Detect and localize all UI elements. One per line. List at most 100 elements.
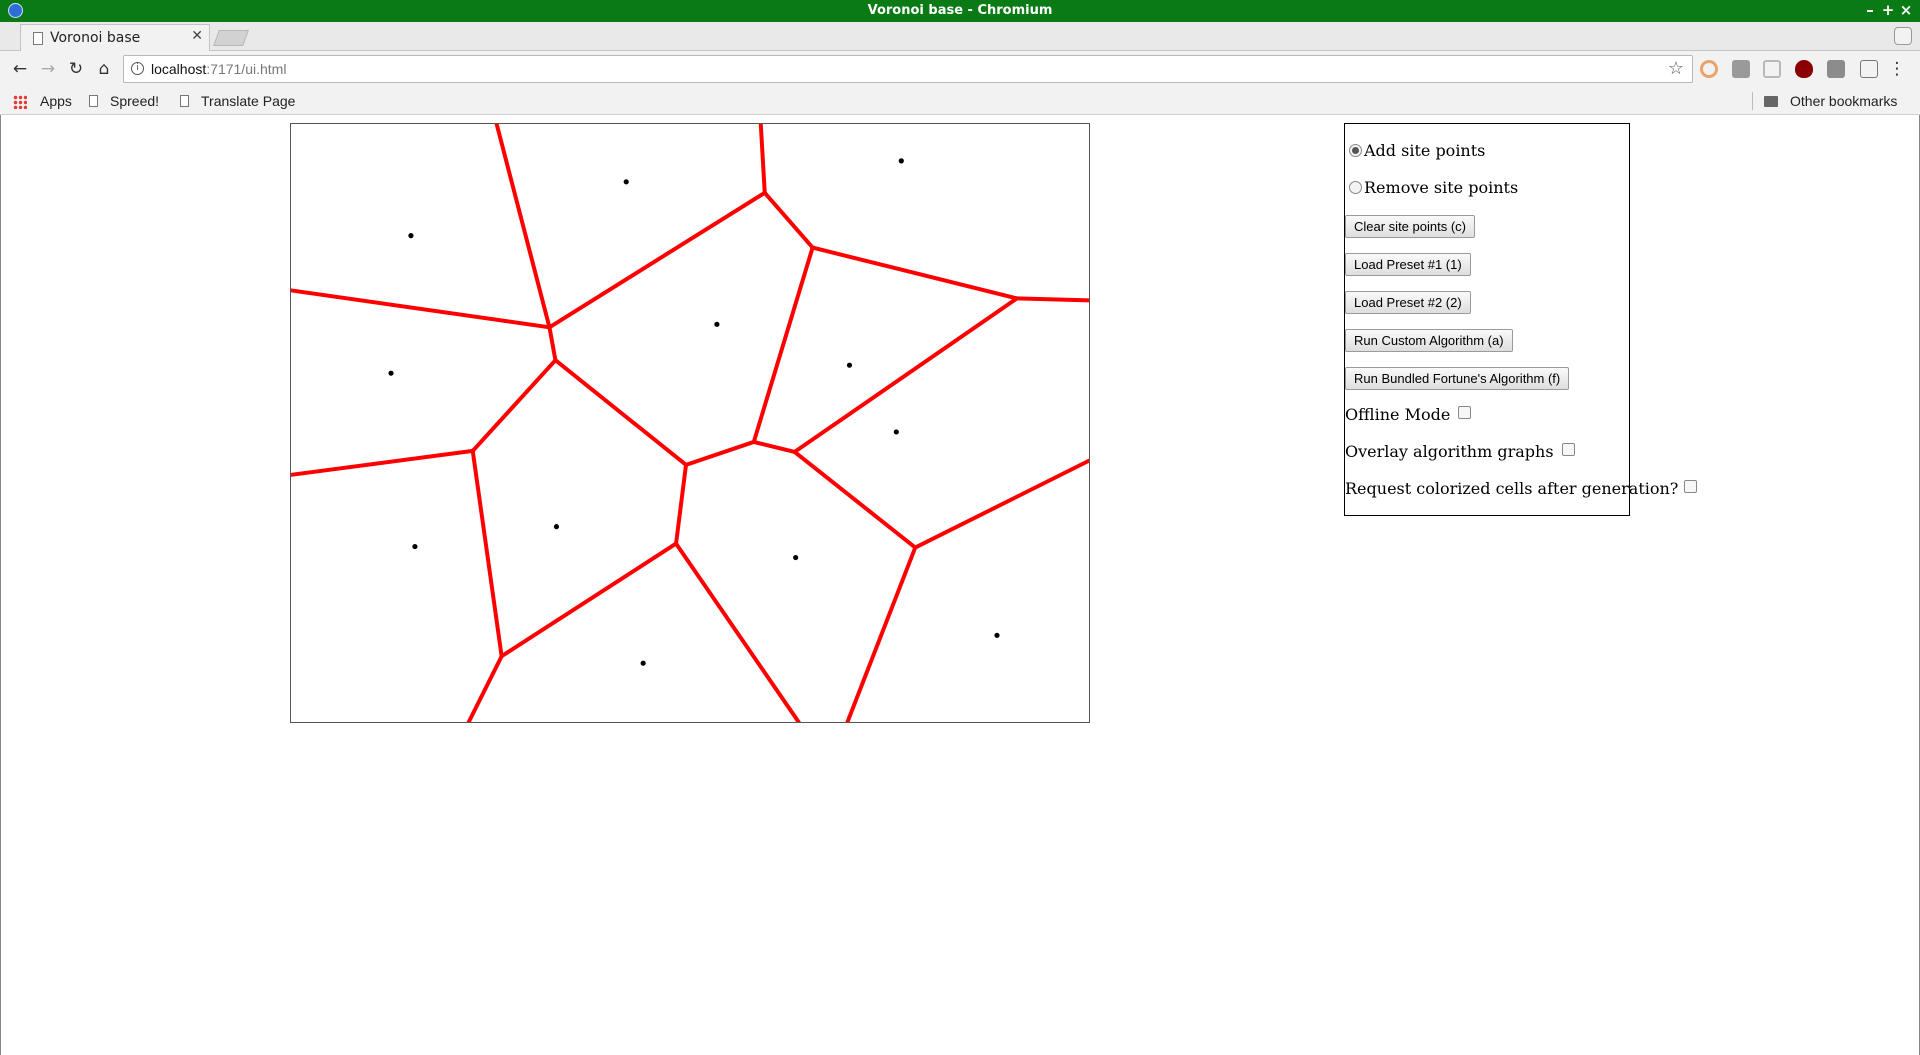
bookmark-translate-page[interactable]: Translate Page xyxy=(180,93,295,109)
colorized-cells-label: Request colorized cells after generation… xyxy=(1345,479,1679,498)
site-point[interactable] xyxy=(408,233,414,239)
bookmark-label: Other bookmarks xyxy=(1790,93,1898,109)
forward-icon[interactable]: → xyxy=(40,59,56,79)
extension-ghost-icon[interactable] xyxy=(1732,60,1750,78)
menu-dots-icon[interactable]: ⋮ xyxy=(1888,59,1906,79)
voronoi-edge xyxy=(758,124,767,195)
site-point[interactable] xyxy=(553,524,560,530)
home-icon[interactable]: ⌂ xyxy=(98,59,110,79)
add-site-points-option[interactable]: Add site points xyxy=(1345,141,1485,163)
clear-site-points-button[interactable]: Clear site points (c) xyxy=(1345,215,1475,238)
remove-site-points-option[interactable]: Remove site points xyxy=(1345,178,1518,200)
voronoi-edge xyxy=(792,296,1019,454)
new-tab-button[interactable] xyxy=(213,30,249,46)
tab-title: Voronoi base xyxy=(50,30,141,46)
page-icon xyxy=(180,95,189,107)
voronoi-edge xyxy=(494,124,552,330)
overlay-graphs-label: Overlay algorithm graphs xyxy=(1345,442,1554,461)
site-point[interactable] xyxy=(388,370,394,376)
colorized-cells-row: Request colorized cells after generation… xyxy=(1345,479,1698,498)
extension-rss-icon[interactable] xyxy=(1763,60,1781,78)
load-preset-2-button[interactable]: Load Preset #2 (2) xyxy=(1345,291,1471,314)
offline-mode-label: Offline Mode xyxy=(1345,405,1451,424)
site-point[interactable] xyxy=(640,660,646,666)
extension-feed-icon[interactable] xyxy=(1700,60,1718,78)
voronoi-edge xyxy=(547,190,767,330)
site-point[interactable] xyxy=(994,632,1000,638)
site-point[interactable] xyxy=(898,158,904,164)
load-preset-1-button[interactable]: Load Preset #1 (1) xyxy=(1345,253,1471,276)
bookmark-label: Translate Page xyxy=(201,93,296,109)
info-icon[interactable]: i xyxy=(131,62,144,75)
url-host: localhost xyxy=(151,61,207,77)
offline-mode-checkbox[interactable] xyxy=(1458,406,1472,419)
voronoi-edge xyxy=(684,439,756,467)
voronoi-edge xyxy=(674,541,801,722)
bookmark-star-icon[interactable]: ☆ xyxy=(1667,58,1684,79)
site-point[interactable] xyxy=(714,321,720,327)
site-point[interactable] xyxy=(846,362,853,368)
bookmark-label: Spreed! xyxy=(110,93,160,109)
address-bar[interactable]: i localhost:7171/ui.html ☆ xyxy=(123,55,1693,83)
reload-icon[interactable]: ↻ xyxy=(68,59,84,79)
offline-mode-row: Offline Mode xyxy=(1345,405,1472,424)
add-site-points-label: Add site points xyxy=(1364,141,1486,160)
site-point[interactable] xyxy=(893,429,899,435)
run-custom-algorithm-button[interactable]: Run Custom Algorithm (a) xyxy=(1345,329,1513,352)
browser-toolbar: ← → ↻ ⌂ i localhost:7171/ui.html ☆ ⋮ xyxy=(0,51,1920,87)
extension-satellite-icon[interactable] xyxy=(1860,60,1878,78)
voronoi-edge xyxy=(470,448,504,659)
overlay-graphs-row: Overlay algorithm graphs xyxy=(1345,442,1575,461)
voronoi-edge xyxy=(1014,296,1089,303)
tab-voronoi-base[interactable]: Voronoi base ✕ xyxy=(20,24,210,52)
extension-es-icon[interactable] xyxy=(1827,60,1845,78)
voronoi-edge xyxy=(845,545,918,722)
voronoi-edge xyxy=(466,654,504,722)
minimize-icon[interactable]: – xyxy=(1866,1,1874,19)
bookmark-separator xyxy=(1752,92,1753,110)
page-icon xyxy=(89,95,98,107)
voronoi-edge xyxy=(810,245,1019,301)
folder-icon xyxy=(1764,96,1778,107)
close-window-icon[interactable]: × xyxy=(1899,1,1913,19)
bookmark-spreed[interactable]: Spreed! xyxy=(89,93,159,109)
maximize-icon[interactable]: + xyxy=(1881,1,1895,19)
voronoi-edge xyxy=(470,358,558,453)
chromium-icon xyxy=(8,3,23,18)
bookmark-other[interactable]: Other bookmarks xyxy=(1764,93,1897,109)
voronoi-canvas-wrap xyxy=(290,123,1090,723)
add-site-points-radio[interactable] xyxy=(1349,144,1362,157)
url-text: localhost:7171/ui.html xyxy=(151,61,286,77)
window-titlebar: Voronoi base - Chromium – + × xyxy=(0,0,1920,22)
site-point[interactable] xyxy=(623,179,629,185)
voronoi-edge xyxy=(792,449,918,550)
site-point[interactable] xyxy=(793,554,799,561)
tab-strip: Voronoi base ✕ xyxy=(0,22,1920,52)
page-icon xyxy=(33,32,43,45)
site-point[interactable] xyxy=(412,543,418,550)
window-title: Voronoi base - Chromium xyxy=(867,3,1053,18)
bookmarks-bar: Apps Spreed! Translate Page Other bookma… xyxy=(0,87,1920,115)
voronoi-edge xyxy=(499,541,679,659)
back-icon[interactable]: ← xyxy=(12,59,28,79)
voronoi-edge xyxy=(547,325,558,363)
run-fortunes-algorithm-button[interactable]: Run Bundled Fortune's Algorithm (f) xyxy=(1345,367,1570,390)
tab-close-icon[interactable]: ✕ xyxy=(191,28,203,44)
voronoi-edge xyxy=(913,458,1089,550)
voronoi-edge xyxy=(751,245,815,444)
profile-icon[interactable] xyxy=(1894,27,1912,45)
voronoi-edge xyxy=(291,288,552,330)
voronoi-edge xyxy=(553,358,689,467)
bookmark-apps[interactable]: Apps xyxy=(40,93,72,109)
remove-site-points-radio[interactable] xyxy=(1349,181,1362,194)
remove-site-points-label: Remove site points xyxy=(1364,178,1519,197)
control-panel: Add site points Remove site points Clear… xyxy=(1344,123,1698,516)
voronoi-edge xyxy=(751,439,797,454)
colorized-cells-checkbox[interactable] xyxy=(1684,480,1698,493)
apps-grid-icon[interactable] xyxy=(13,95,27,109)
extension-ublock-icon[interactable] xyxy=(1795,60,1813,78)
url-path: :7171/ui.html xyxy=(206,61,287,77)
overlay-graphs-checkbox[interactable] xyxy=(1561,443,1575,456)
voronoi-canvas[interactable] xyxy=(290,123,1090,723)
voronoi-edge xyxy=(291,448,475,477)
